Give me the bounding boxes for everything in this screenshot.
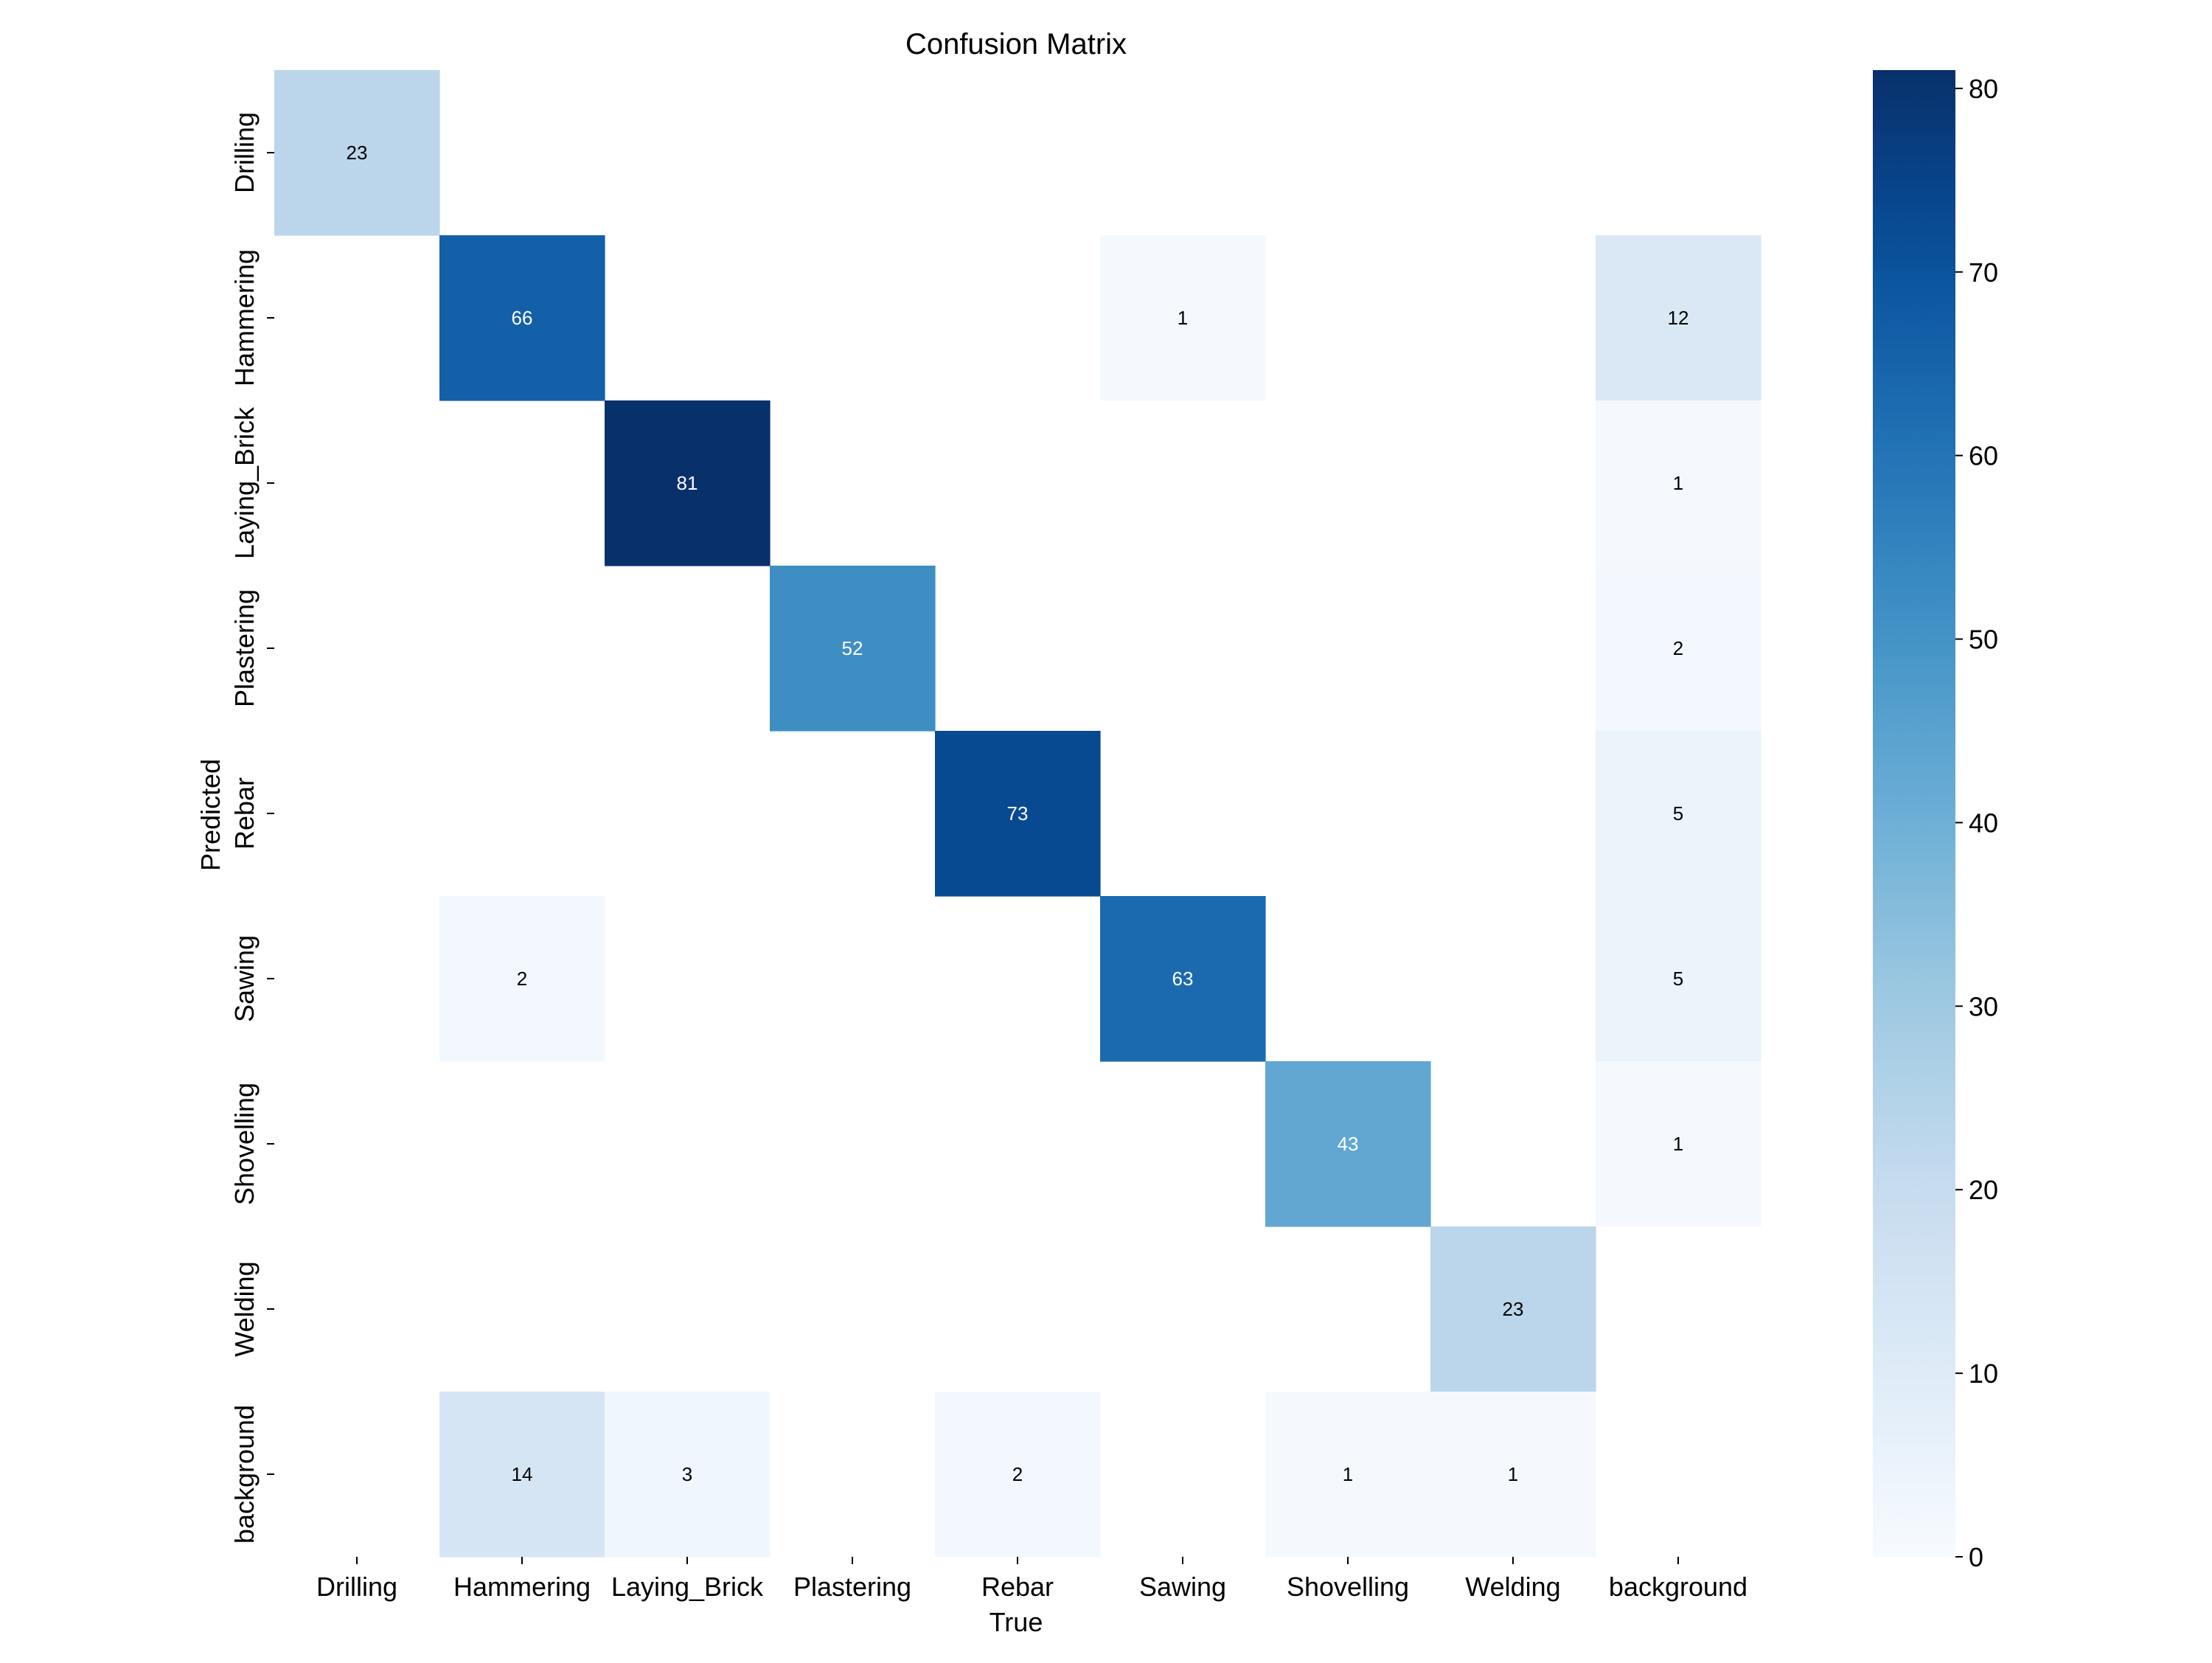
y-tick-label: Plastering [229,589,260,707]
colorbar-tick-label: 40 [1969,808,1998,838]
cell-value-label: 5 [1673,968,1683,990]
heatmap-cell [1100,896,1266,1062]
heatmap-cell [1430,1392,1596,1558]
x-tick-label: Rebar [981,1572,1054,1602]
heatmap-cell [1596,731,1761,897]
cell-value-label: 5 [1673,802,1683,824]
cell-value-label: 14 [512,1463,533,1485]
heatmap-cell [439,235,605,401]
cell-value-label: 2 [1673,637,1683,659]
cell-value-label: 3 [682,1463,692,1485]
colorbar-tick-label: 20 [1969,1175,1998,1205]
heatmap-cell [439,1392,605,1558]
heatmap-cell [935,1392,1101,1558]
colorbar-gradient [1873,70,1955,1557]
heatmap-cell [1100,235,1266,401]
heatmap-cell [1596,1061,1761,1227]
x-tick-label: Laying_Brick [611,1572,764,1602]
cell-value-label: 1 [1673,1133,1683,1155]
x-tick-label: background [1609,1572,1747,1602]
y-axis-label: Predicted [195,759,226,871]
cell-value-label: 52 [842,637,863,659]
cell-value-label: 63 [1172,968,1194,990]
heatmap-cell [1430,1226,1596,1392]
heatmap-cell [1596,896,1761,1062]
chart-title: Confusion Matrix [905,28,1127,60]
heatmap-cell [605,400,771,566]
cell-value-label: 43 [1338,1133,1359,1155]
y-tick-label: Sawing [229,935,260,1022]
cell-value-label: 2 [1012,1463,1023,1485]
cell-value-label: 66 [512,307,533,329]
y-tick-label: Hammering [229,249,260,386]
heatmap-cell [770,566,936,732]
colorbar: 0 10 20 30 40 50 60 70 80 [1873,70,1998,1572]
y-tick-label: Drilling [229,112,260,193]
cell-value-label: 2 [517,968,527,990]
heatmap-cell [1596,400,1761,566]
x-axis-label: True [990,1607,1043,1637]
cell-value-label: 1 [1343,1463,1353,1485]
heatmap-cell [1596,235,1761,401]
colorbar-tick-label: 70 [1969,257,1998,288]
cell-value-label: 1 [1508,1463,1518,1485]
cell-value-label: 1 [1673,472,1683,494]
colorbar-tick-label: 80 [1969,74,1998,104]
cell-value-label: 73 [1007,802,1029,824]
x-tick-label: Hammering [453,1572,591,1602]
cell-value-label: 81 [677,472,698,494]
y-tick-label: Laying_Brick [229,406,260,559]
colorbar-tick-label: 30 [1969,991,1998,1021]
colorbar-tick-label: 60 [1969,441,1998,471]
heatmap-cell [1265,1392,1431,1558]
cell-value-label: 12 [1668,307,1689,329]
heatmap-cell [1596,566,1761,732]
heatmap-cell [605,1392,771,1558]
x-tick-label: Plastering [793,1572,911,1602]
y-tick-label: Shovelling [229,1083,260,1205]
y-tick-label: Rebar [229,777,260,850]
x-tick-label: Drilling [316,1572,397,1602]
y-tick-label: Welding [229,1261,260,1356]
heatmap-cell [274,70,440,236]
colorbar-tick-label: 0 [1969,1542,1983,1572]
x-tick-label: Welding [1465,1572,1560,1602]
colorbar-tick-label: 10 [1969,1358,1998,1389]
cell-value-label: 23 [347,142,368,164]
heatmap-cell [935,731,1101,897]
x-tick-label: Sawing [1139,1572,1226,1602]
x-tick-label: Shovelling [1287,1572,1409,1602]
cell-value-label: 23 [1503,1298,1524,1320]
heatmap-cell [439,896,605,1062]
cell-value-label: 1 [1178,307,1188,329]
y-tick-label: background [229,1405,260,1544]
heatmap-cell [1265,1061,1431,1227]
colorbar-tick-label: 50 [1969,625,1998,655]
